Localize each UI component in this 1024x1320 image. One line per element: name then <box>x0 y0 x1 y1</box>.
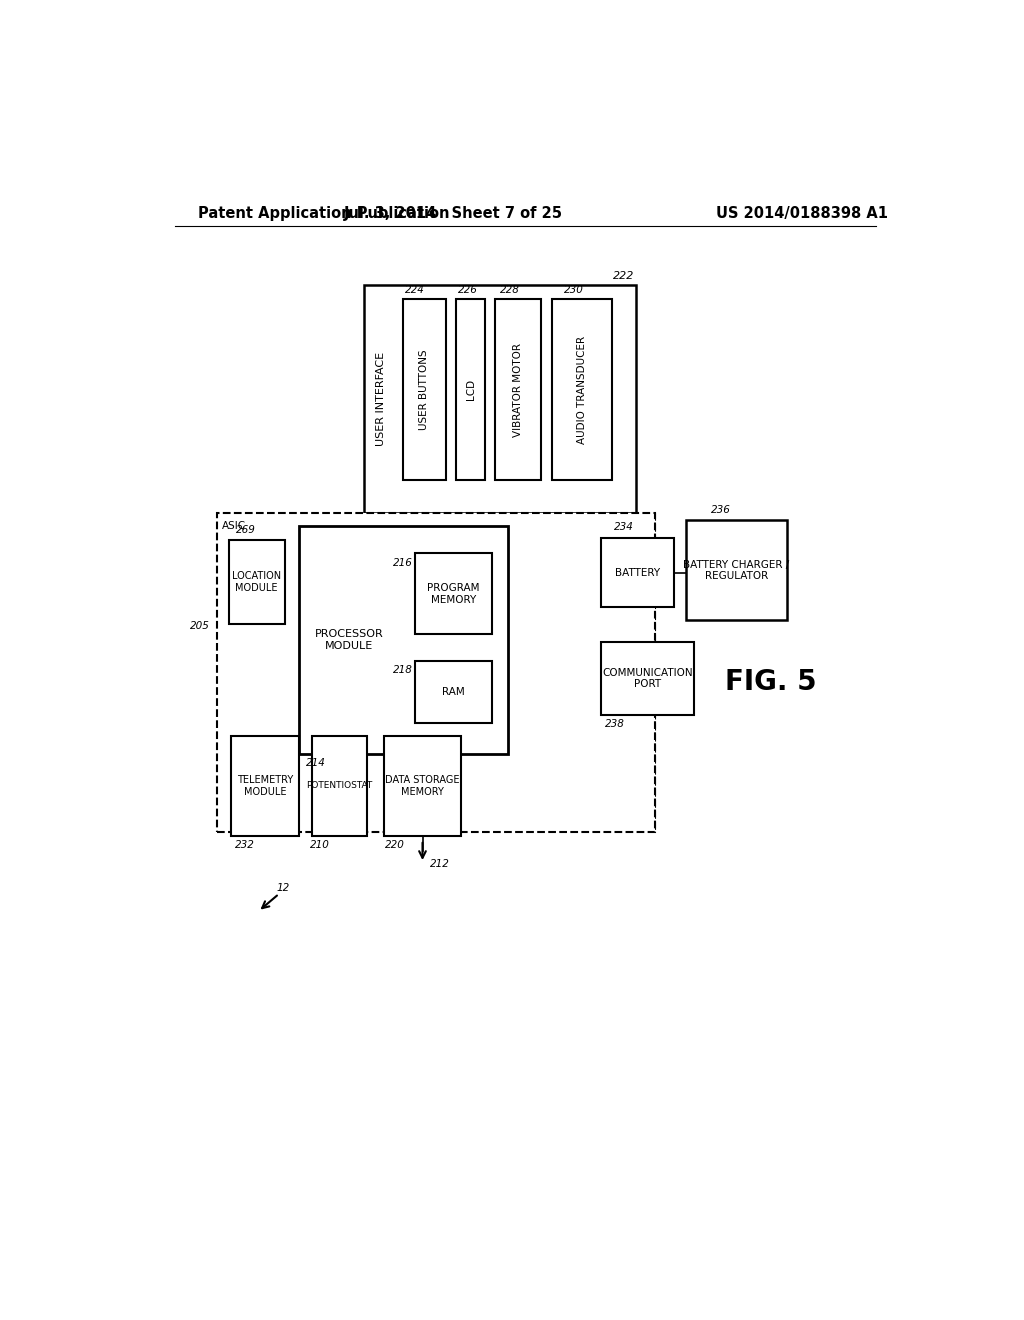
Text: 220: 220 <box>385 841 406 850</box>
Text: 12: 12 <box>276 883 290 894</box>
Text: ASIC: ASIC <box>222 521 246 532</box>
Text: 216: 216 <box>393 557 413 568</box>
Text: 269: 269 <box>236 525 256 536</box>
Text: PROGRAM
MEMORY: PROGRAM MEMORY <box>427 583 480 605</box>
Bar <box>217 512 655 832</box>
Text: 228: 228 <box>500 285 520 296</box>
Text: RAM: RAM <box>442 686 465 697</box>
Bar <box>686 520 786 620</box>
Text: TELEMETRY
MODULE: TELEMETRY MODULE <box>237 775 293 797</box>
Text: 222: 222 <box>613 271 635 281</box>
Bar <box>231 737 299 836</box>
Text: 232: 232 <box>236 841 255 850</box>
Bar <box>384 737 461 836</box>
Text: Patent Application Publication: Patent Application Publication <box>198 206 450 222</box>
Text: USER INTERFACE: USER INTERFACE <box>377 352 386 446</box>
Bar <box>403 300 445 480</box>
Text: 226: 226 <box>458 285 477 296</box>
Text: 212: 212 <box>430 859 450 870</box>
Text: DATA STORAGE
MEMORY: DATA STORAGE MEMORY <box>385 775 460 797</box>
Text: VIBRATOR MOTOR: VIBRATOR MOTOR <box>513 343 523 437</box>
Text: LOCATION
MODULE: LOCATION MODULE <box>232 572 282 593</box>
Bar <box>456 300 485 480</box>
Text: LCD: LCD <box>466 379 475 400</box>
Text: COMMUNICATION
PORT: COMMUNICATION PORT <box>602 668 692 689</box>
Bar <box>311 737 368 836</box>
Bar <box>601 642 693 715</box>
Text: 236: 236 <box>711 504 731 515</box>
Text: US 2014/0188398 A1: US 2014/0188398 A1 <box>716 206 888 222</box>
Text: FIG. 5: FIG. 5 <box>725 668 817 696</box>
Bar <box>365 285 636 512</box>
Bar <box>415 661 493 723</box>
Text: 214: 214 <box>305 758 326 768</box>
Bar <box>552 300 612 480</box>
Text: 230: 230 <box>563 285 584 296</box>
Bar <box>228 540 285 624</box>
Text: BATTERY CHARGER /
REGULATOR: BATTERY CHARGER / REGULATOR <box>683 560 790 581</box>
Bar <box>601 539 675 607</box>
Text: 238: 238 <box>605 719 625 730</box>
Text: PROCESSOR
MODULE: PROCESSOR MODULE <box>314 630 383 651</box>
Text: 218: 218 <box>393 665 413 676</box>
Bar <box>495 300 541 480</box>
Text: BATTERY: BATTERY <box>615 568 660 578</box>
Text: 210: 210 <box>309 841 330 850</box>
Bar <box>299 527 508 754</box>
Text: 205: 205 <box>190 622 210 631</box>
Text: POTENTIOSTAT: POTENTIOSTAT <box>306 781 373 791</box>
Text: 224: 224 <box>404 285 425 296</box>
Bar <box>415 553 493 635</box>
Text: AUDIO TRANSDUCER: AUDIO TRANSDUCER <box>578 335 587 444</box>
Text: USER BUTTONS: USER BUTTONS <box>420 350 429 430</box>
Text: Jul. 3, 2014   Sheet 7 of 25: Jul. 3, 2014 Sheet 7 of 25 <box>344 206 563 222</box>
Text: 234: 234 <box>614 523 634 532</box>
